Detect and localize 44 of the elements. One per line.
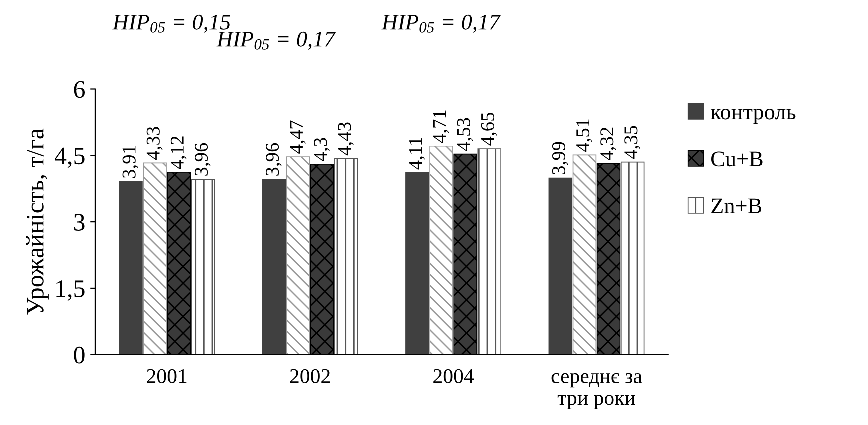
data-label: 4,71 [433, 110, 450, 144]
data-label: 4,33 [146, 127, 163, 160]
bar [478, 148, 502, 355]
bar [430, 146, 454, 355]
bar [262, 179, 286, 355]
data-label: 4,12 [170, 136, 187, 170]
data-label: 4,65 [481, 112, 498, 146]
bar [406, 172, 430, 355]
data-label: 4,53 [457, 118, 474, 152]
data-label: 4,11 [409, 138, 426, 170]
data-label: 4,47 [290, 120, 306, 154]
y-axis-title: Урожайність, т/га [26, 128, 49, 315]
bar [334, 158, 358, 355]
data-label: 3,96 [194, 143, 211, 176]
data-label: 3,91 [122, 146, 139, 178]
bar [548, 178, 573, 355]
data-label: 4,32 [600, 128, 616, 160]
y-tick-label: 0 [74, 346, 85, 364]
x-tick-label: 2001 [147, 369, 187, 384]
legend-label: Zn+B [712, 198, 762, 214]
y-tick-label: 3 [74, 214, 85, 231]
data-label: 3,99 [552, 142, 568, 175]
bar [572, 154, 597, 355]
x-tick-label: 2004 [434, 369, 474, 384]
y-tick-label: 4,5 [54, 148, 85, 168]
bar [143, 162, 167, 355]
bar [191, 179, 216, 355]
legend-label: Cu+B [711, 152, 763, 167]
data-label: 4,3 [314, 138, 330, 162]
bar [620, 162, 645, 355]
x-tick-label: 2002 [290, 369, 330, 384]
data-label: 4,51 [576, 120, 592, 152]
bar [119, 181, 143, 355]
x-tick-label: середнє за три роки [552, 373, 642, 410]
data-label: 3,96 [266, 143, 282, 176]
data-label: 4,43 [338, 122, 354, 156]
text: HIP$_{05}$ = 0,17 [382, 14, 501, 34]
text: HIP$_{05}$ = 0,15 [112, 14, 230, 34]
data-label: 4,35 [624, 126, 641, 160]
y-tick-label: 1,5 [56, 280, 85, 301]
bar [286, 156, 310, 355]
legend-label: контроль [710, 109, 796, 124]
y-tick-label: 6 [74, 81, 86, 98]
text: HIP$_{05}$ = 0,17 [216, 32, 336, 50]
